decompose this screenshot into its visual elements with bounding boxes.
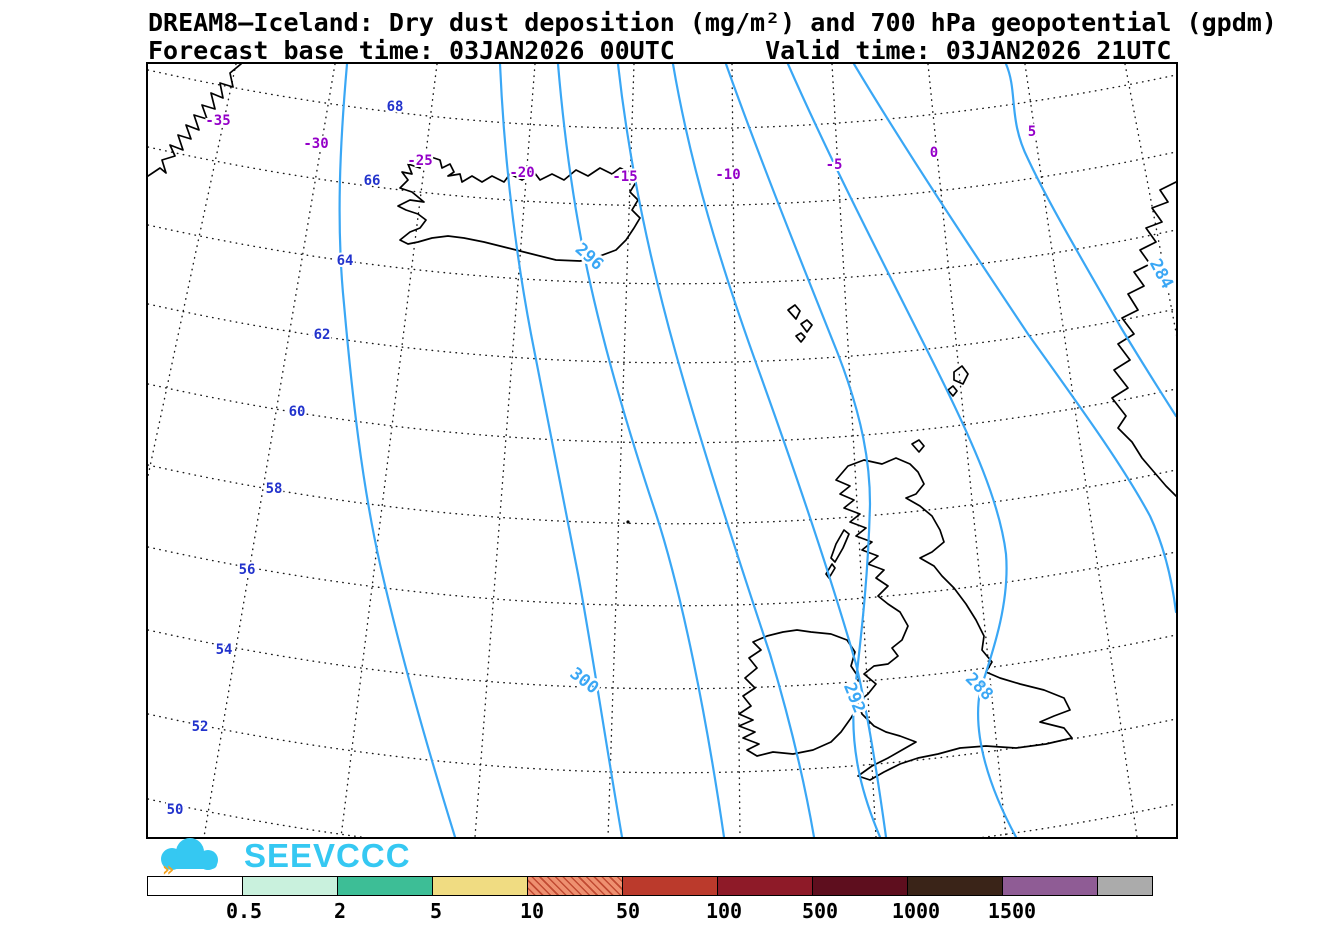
coastline-norway bbox=[1111, 181, 1176, 497]
chart-subtitle: Forecast base time: 03JAN2026 00UTC Vali… bbox=[148, 36, 1172, 65]
colorbar-tick-label: 10 bbox=[519, 899, 545, 923]
parallel-line bbox=[148, 629, 1176, 690]
seevccc-logo: » SEEVCCC bbox=[150, 834, 411, 879]
contour-label: 300 bbox=[566, 664, 603, 699]
parallel-line bbox=[148, 69, 1176, 130]
parallel-line bbox=[148, 303, 1176, 364]
longitude-label: 0 bbox=[930, 145, 938, 161]
latitude-labels: 68 66 64 62 60 58 56 54 52 50 bbox=[165, 97, 406, 820]
parallel-line bbox=[148, 546, 1176, 607]
coastline-greenland bbox=[148, 64, 242, 177]
colorbar-segment bbox=[147, 876, 243, 896]
colorbar-tick-label: 0.5 bbox=[225, 899, 263, 923]
longitude-label: -30 bbox=[303, 136, 328, 152]
colorbar-labels: 0.5 2 5 10 50 100 500 1000 1500 bbox=[148, 899, 1168, 923]
colorbar-tick-label: 500 bbox=[801, 899, 839, 923]
colorbar-segment bbox=[717, 876, 813, 896]
colorbar-tick-label: 1500 bbox=[987, 899, 1037, 923]
geopotential-contour bbox=[338, 64, 457, 837]
colorbar-segment bbox=[527, 876, 623, 896]
colorbar-tick-label: 2 bbox=[333, 899, 347, 923]
colorbar-segment bbox=[622, 876, 718, 896]
latitude-label: 50 bbox=[167, 802, 184, 818]
geopotential-contours bbox=[338, 64, 1176, 837]
latitude-label: 54 bbox=[216, 642, 233, 658]
coastline-iceland bbox=[397, 155, 641, 262]
meridian-line bbox=[340, 64, 438, 837]
longitude-label: -15 bbox=[612, 169, 637, 185]
geopotential-contour bbox=[498, 64, 624, 837]
contour-label: 284 bbox=[1145, 256, 1176, 293]
colorbar-tick-label: 50 bbox=[615, 899, 641, 923]
geopotential-contour bbox=[616, 64, 816, 837]
colorbar-segment bbox=[1002, 876, 1098, 896]
coastlines bbox=[148, 64, 1176, 781]
islet-dot bbox=[626, 520, 630, 524]
longitude-label: -10 bbox=[715, 167, 740, 183]
colorbar-segment bbox=[432, 876, 528, 896]
colorbar-tick-label: 100 bbox=[705, 899, 743, 923]
parallel-line bbox=[148, 224, 1176, 285]
parallel-line bbox=[148, 146, 1176, 207]
longitude-label: -5 bbox=[826, 157, 843, 173]
contour-label: 296 bbox=[571, 239, 607, 274]
colorbar-segment bbox=[242, 876, 338, 896]
geopotential-contour bbox=[852, 64, 1176, 614]
geopotential-contour bbox=[786, 64, 1018, 837]
geopotential-contour bbox=[724, 64, 882, 837]
geopotential-contour bbox=[1004, 64, 1176, 418]
map-frame: -35 -30 -25 -20 -15 -10 -5 0 5 68 66 64 62 60 58 56 54 5… bbox=[146, 62, 1178, 839]
latitude-label: 68 bbox=[387, 99, 404, 115]
longitude-label: 5 bbox=[1028, 124, 1036, 140]
colorbar-segment bbox=[1097, 876, 1153, 896]
coastline-ireland bbox=[738, 629, 860, 757]
colorbar-tick-label: 1000 bbox=[891, 899, 941, 923]
coastline-great-britain bbox=[835, 457, 1073, 781]
longitude-label: -25 bbox=[407, 153, 432, 169]
latitude-label: 62 bbox=[314, 327, 331, 343]
colorbar-tick-label: 5 bbox=[429, 899, 443, 923]
latitude-label: 66 bbox=[364, 173, 381, 189]
colorbar-segment bbox=[907, 876, 1003, 896]
parallel-line bbox=[148, 464, 1176, 525]
coastline-hebrides bbox=[825, 529, 850, 579]
geopotential-contour bbox=[671, 64, 888, 837]
parallel-line bbox=[148, 383, 1176, 444]
longitude-label: -20 bbox=[509, 165, 534, 181]
meridian-line bbox=[1124, 64, 1176, 336]
coastline-orkney bbox=[911, 439, 925, 453]
parallel-line bbox=[148, 798, 1176, 837]
meridian-line bbox=[1024, 64, 1138, 837]
latitude-label: 64 bbox=[337, 253, 354, 269]
coastline-shetland bbox=[947, 365, 969, 397]
contour-label: 292 bbox=[839, 680, 869, 716]
longitude-label: -35 bbox=[205, 113, 230, 129]
meridian-line bbox=[927, 64, 1007, 837]
logo-text: SEEVCCC bbox=[244, 837, 411, 874]
map-canvas: -35 -30 -25 -20 -15 -10 -5 0 5 68 66 64 62 60 58 56 54 5… bbox=[148, 64, 1176, 837]
parallel-line bbox=[148, 713, 1176, 774]
cloud-icon: » bbox=[161, 838, 218, 879]
chart-title: DREAM8—Iceland: Dry dust deposition (mg/… bbox=[148, 8, 1277, 37]
geopotential-contour bbox=[556, 64, 726, 837]
colorbar-segment bbox=[337, 876, 433, 896]
graticule-grid bbox=[148, 64, 1176, 837]
latitude-label: 60 bbox=[289, 404, 306, 420]
logo-arrows: » bbox=[162, 857, 174, 879]
colorbar-segment bbox=[812, 876, 908, 896]
meridian-line bbox=[203, 64, 336, 837]
latitude-label: 56 bbox=[239, 562, 256, 578]
deposition-colorbar bbox=[147, 876, 1153, 896]
meridian-line bbox=[148, 64, 237, 477]
latitude-label: 58 bbox=[266, 481, 283, 497]
latitude-label: 52 bbox=[192, 719, 209, 735]
coastline-faroe-islands bbox=[787, 304, 813, 343]
longitude-labels: -35 -30 -25 -20 -15 -10 -5 0 5 bbox=[203, 111, 1038, 187]
